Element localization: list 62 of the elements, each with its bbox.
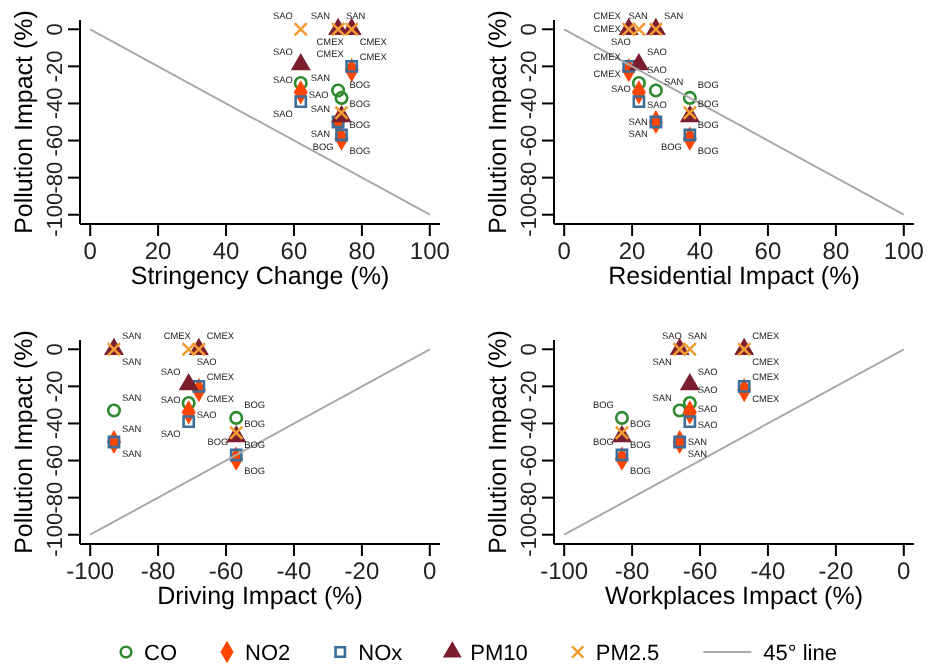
legend-label: 45° line	[763, 642, 837, 666]
x-tick-label: 80	[348, 237, 376, 266]
y-tick-label: -60	[518, 124, 542, 157]
y-tick-label: -80	[518, 161, 542, 194]
x-tick-label: 20	[144, 237, 173, 266]
y-tick-label: -100	[518, 512, 542, 557]
x-axis-title: Residential Impact (%)	[608, 262, 860, 290]
x-tick-label: 60	[754, 237, 782, 266]
x-tick-label: 0	[83, 237, 98, 266]
legend-label: NO2	[245, 642, 291, 666]
y-tick-label: 0	[44, 343, 68, 356]
x-tick-label: 0	[557, 237, 572, 266]
y-tick-label: -20	[518, 50, 542, 83]
y-tick-label: -80	[44, 161, 68, 194]
y-tick-label: -60	[44, 444, 68, 477]
x-tick-label: 100	[409, 237, 451, 266]
y-tick-label: -40	[44, 87, 68, 120]
y-tick-label: -100	[518, 192, 542, 237]
y-tick-label: -40	[518, 87, 542, 120]
y-tick-label: -80	[518, 481, 542, 514]
x-tick-label: 100	[883, 237, 925, 266]
y-tick-label: -40	[518, 407, 542, 440]
x-tick-label: -100	[540, 557, 589, 586]
y-tick-label: -80	[44, 481, 68, 514]
legend-label: PM2.5	[595, 642, 660, 666]
y-tick-label: -100	[44, 192, 68, 237]
x-tick-label: -40	[276, 557, 312, 586]
y-tick-label: -60	[518, 444, 542, 477]
x-tick-label: -100	[66, 557, 115, 586]
y-tick-label: -60	[44, 124, 68, 157]
x-axis-title: Workplaces Impact (%)	[605, 582, 863, 610]
x-tick-label: 0	[897, 557, 912, 586]
x-tick-label: -40	[750, 557, 786, 586]
y-tick-label: 0	[518, 23, 542, 36]
y-tick-label: -20	[44, 50, 68, 83]
legend-label: NOx	[358, 642, 404, 666]
x-tick-label: -80	[614, 557, 651, 586]
x-tick-label: 20	[618, 237, 647, 266]
x-tick-label: -20	[344, 557, 380, 586]
legend-label: CO	[144, 642, 178, 666]
x-tick-label: -20	[818, 557, 854, 586]
x-tick-label: 80	[822, 237, 850, 266]
y-tick-label: -20	[518, 370, 542, 403]
y-tick-label: 0	[44, 23, 68, 36]
y-tick-label: -20	[44, 370, 68, 403]
legend-label: PM10	[470, 642, 528, 666]
y-axis-title: Pollution Impact (%)	[484, 10, 512, 234]
y-axis-title: Pollution Impact (%)	[484, 330, 512, 554]
x-axis-title: Driving Impact (%)	[157, 582, 363, 610]
y-tick-label: 0	[518, 343, 542, 356]
y-tick-label: -100	[44, 512, 68, 557]
x-tick-label: -80	[140, 557, 177, 586]
x-tick-label: -60	[682, 557, 719, 586]
x-tick-label: 60	[280, 237, 308, 266]
x-tick-label: 0	[423, 557, 438, 586]
y-tick-label: -40	[44, 407, 68, 440]
y-axis-title: Pollution Impact (%)	[10, 330, 38, 554]
x-tick-label: -60	[208, 557, 245, 586]
x-tick-label: 40	[686, 237, 715, 266]
y-axis-title: Pollution Impact (%)	[10, 10, 38, 234]
x-tick-label: 40	[212, 237, 241, 266]
x-axis-title: Stringency Change (%)	[130, 262, 390, 290]
